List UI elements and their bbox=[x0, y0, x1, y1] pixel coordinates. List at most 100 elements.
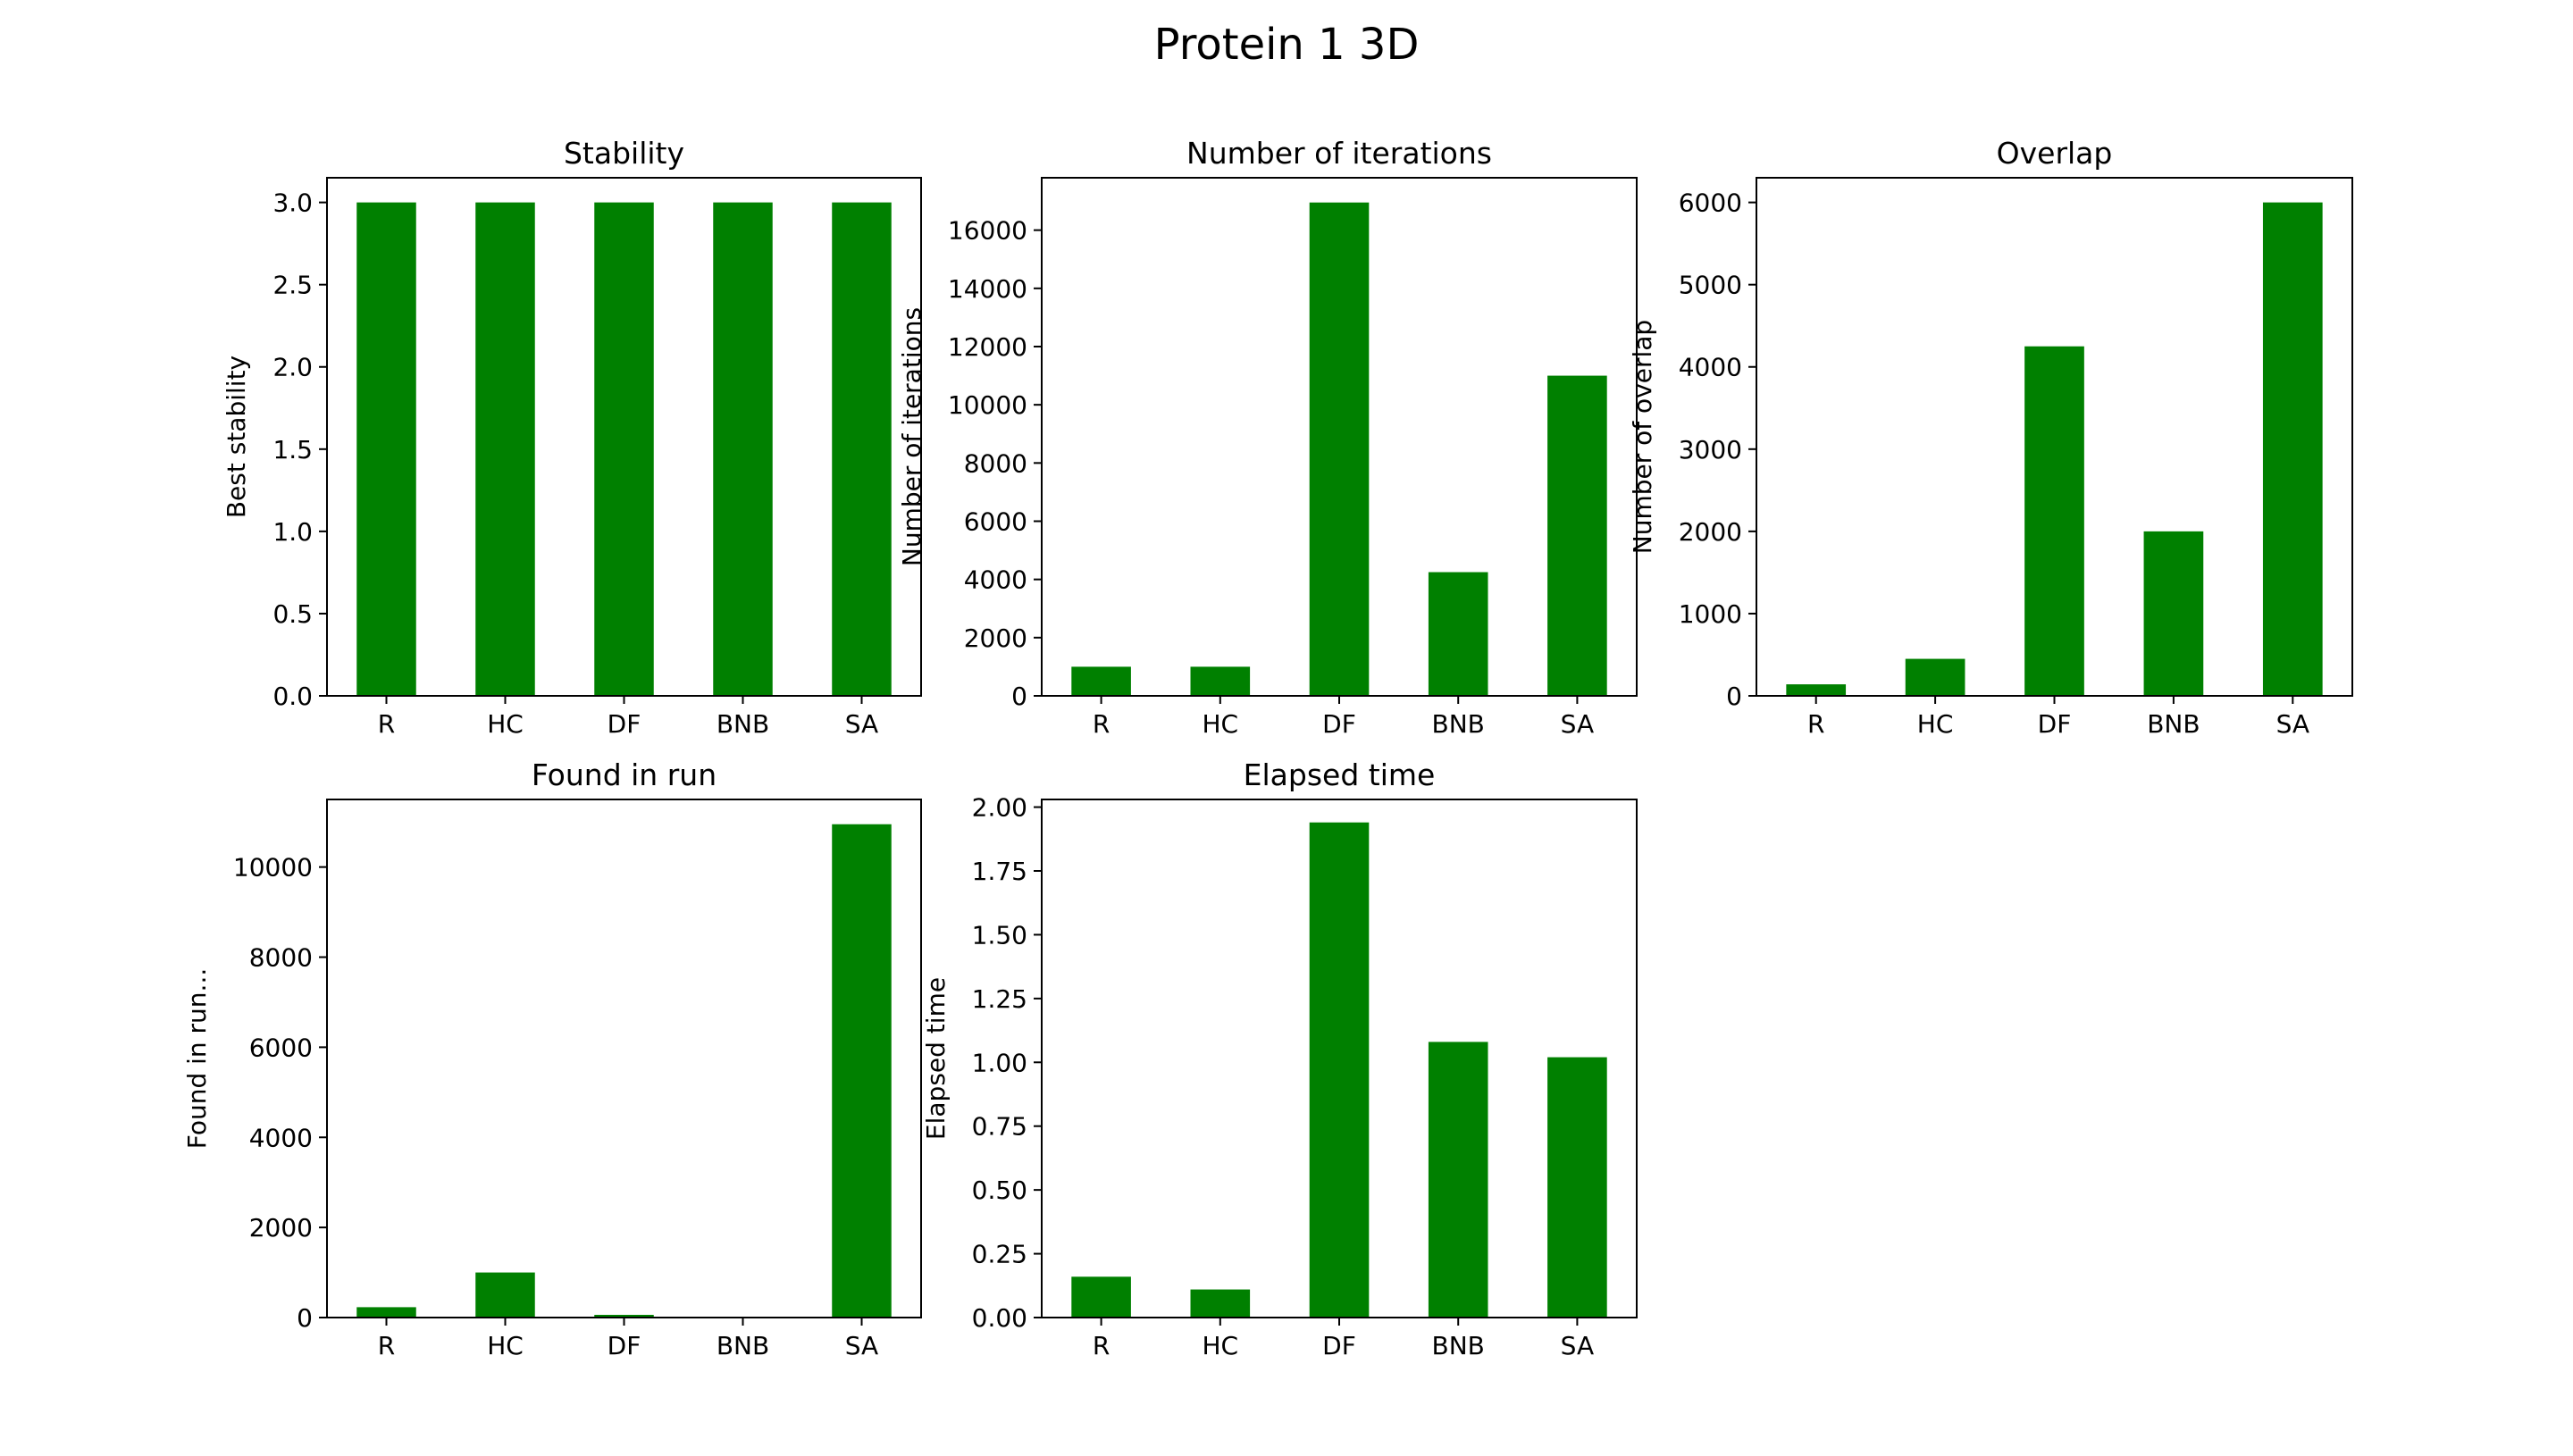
iterations-bar-hc bbox=[1190, 666, 1251, 696]
found-in-run-xtick-label: BNB bbox=[717, 1331, 769, 1360]
overlap-xtick-label: SA bbox=[2276, 709, 2309, 739]
iterations-ytick-label: 4000 bbox=[964, 565, 1027, 595]
elapsed-time-ytick-label: 0.50 bbox=[972, 1176, 1027, 1205]
found-in-run-ytick-label: 0 bbox=[297, 1303, 313, 1333]
elapsed-time-ytick-label: 1.00 bbox=[972, 1048, 1027, 1077]
elapsed-time-xtick-label: DF bbox=[1322, 1331, 1356, 1360]
stability-ytick-label: 1.5 bbox=[272, 435, 313, 464]
stability-title: Stability bbox=[564, 136, 684, 171]
iterations-ytick-label: 8000 bbox=[964, 448, 1027, 478]
stability-bar-r bbox=[356, 202, 416, 697]
overlap-ytick-label: 4000 bbox=[1679, 353, 1742, 382]
iterations-ytick-label: 14000 bbox=[948, 274, 1027, 304]
stability-ytick-label: 3.0 bbox=[272, 188, 313, 218]
overlap-ytick-label: 2000 bbox=[1679, 517, 1742, 547]
found-in-run-bar-hc bbox=[475, 1272, 535, 1318]
iterations-bar-sa bbox=[1547, 375, 1607, 696]
found-in-run-ytick-label: 8000 bbox=[249, 943, 313, 973]
overlap-title: Overlap bbox=[1997, 136, 2113, 171]
found-in-run-xtick-label: R bbox=[378, 1331, 395, 1360]
overlap-ytick-label: 5000 bbox=[1679, 271, 1742, 300]
found-in-run-ytick-label: 2000 bbox=[249, 1213, 313, 1243]
iterations-bar-bnb bbox=[1428, 572, 1488, 696]
overlap-xtick-label: R bbox=[1807, 709, 1824, 739]
iterations-ytick-label: 6000 bbox=[964, 506, 1027, 536]
stability-ytick-label: 0.0 bbox=[272, 682, 313, 711]
iterations-ytick-label: 10000 bbox=[948, 390, 1027, 420]
elapsed-time-bar-r bbox=[1071, 1276, 1131, 1318]
elapsed-time-ytick-label: 0.25 bbox=[972, 1240, 1027, 1269]
stability-ytick-label: 0.5 bbox=[272, 599, 313, 629]
overlap-xtick-label: HC bbox=[1917, 709, 1954, 739]
stability-bar-sa bbox=[832, 202, 892, 697]
stability-xtick-label: BNB bbox=[717, 709, 769, 739]
stability-xtick-label: R bbox=[378, 709, 395, 739]
subplot-number-of-iterations: R HC DF BNB SA 0 2000 4000 6000 8000 10000 12000 140… bbox=[897, 136, 1638, 739]
iterations-ytick-label: 16000 bbox=[948, 216, 1027, 246]
subplot-elapsed-time: R HC DF BNB SA 0.00 0.25 0.50 0.75 1.00 1.25 1.50 1.… bbox=[921, 757, 1638, 1360]
stability-ytick-label: 2.5 bbox=[272, 271, 313, 300]
overlap-bar-r bbox=[1786, 684, 1847, 696]
overlap-bar-hc bbox=[1905, 658, 1965, 696]
overlap-ytick-label: 3000 bbox=[1679, 435, 1742, 464]
stability-ylabel: Best stability bbox=[222, 356, 251, 518]
figure-title: Protein 1 3D bbox=[1153, 20, 1420, 70]
overlap-ylabel: Number of overlap bbox=[1628, 320, 1657, 554]
iterations-ytick-label: 12000 bbox=[948, 332, 1027, 362]
elapsed-time-xtick-label: R bbox=[1093, 1331, 1110, 1360]
elapsed-time-bar-sa bbox=[1547, 1057, 1607, 1318]
stability-xtick-label: DF bbox=[608, 709, 641, 739]
iterations-ytick-label: 2000 bbox=[964, 623, 1027, 653]
elapsed-time-ylabel: Elapsed time bbox=[921, 977, 951, 1140]
iterations-ylabel: Number of iterations bbox=[897, 307, 926, 566]
overlap-bar-df bbox=[2024, 346, 2084, 696]
stability-bar-bnb bbox=[713, 202, 773, 697]
iterations-bar-df bbox=[1309, 202, 1370, 696]
elapsed-time-bar-bnb bbox=[1428, 1042, 1488, 1318]
found-in-run-ytick-label: 10000 bbox=[233, 853, 313, 883]
found-in-run-title: Found in run bbox=[532, 757, 717, 792]
found-in-run-bar-sa bbox=[832, 824, 892, 1318]
elapsed-time-xtick-label: SA bbox=[1561, 1331, 1594, 1360]
iterations-xtick-label: SA bbox=[1561, 709, 1594, 739]
stability-bar-hc bbox=[475, 202, 535, 697]
elapsed-time-ytick-label: 1.50 bbox=[972, 920, 1027, 950]
stability-bar-df bbox=[594, 202, 654, 697]
iterations-xtick-label: BNB bbox=[1432, 709, 1485, 739]
overlap-xtick-label: DF bbox=[2038, 709, 2072, 739]
iterations-xtick-label: R bbox=[1093, 709, 1110, 739]
elapsed-time-bar-df bbox=[1309, 822, 1370, 1318]
elapsed-time-bar-hc bbox=[1190, 1289, 1251, 1318]
iterations-title: Number of iterations bbox=[1186, 136, 1492, 171]
elapsed-time-ytick-label: 1.25 bbox=[972, 984, 1027, 1014]
found-in-run-xtick-label: SA bbox=[845, 1331, 878, 1360]
overlap-ytick-label: 1000 bbox=[1679, 599, 1742, 629]
overlap-ytick-label: 0 bbox=[1726, 682, 1742, 711]
found-in-run-bar-df bbox=[594, 1314, 654, 1318]
elapsed-time-title: Elapsed time bbox=[1244, 757, 1436, 792]
found-in-run-bar-r bbox=[356, 1307, 416, 1318]
overlap-bar-sa bbox=[2262, 202, 2323, 697]
stability-ytick-label: 1.0 bbox=[272, 517, 313, 547]
elapsed-time-xtick-label: BNB bbox=[1432, 1331, 1485, 1360]
iterations-xtick-label: DF bbox=[1322, 709, 1356, 739]
stability-ytick-label: 2.0 bbox=[272, 353, 313, 382]
iterations-bar-r bbox=[1071, 666, 1131, 696]
found-in-run-xtick-label: DF bbox=[608, 1331, 641, 1360]
found-in-run-ylabel: Found in run... bbox=[182, 968, 212, 1150]
stability-xtick-label: HC bbox=[487, 709, 524, 739]
elapsed-time-xtick-label: HC bbox=[1202, 1331, 1238, 1360]
overlap-bar-bnb bbox=[2143, 531, 2204, 696]
iterations-xtick-label: HC bbox=[1202, 709, 1238, 739]
stability-xtick-label: SA bbox=[845, 709, 878, 739]
elapsed-time-ytick-label: 0.00 bbox=[972, 1303, 1027, 1333]
iterations-ytick-label: 0 bbox=[1011, 682, 1027, 711]
found-in-run-ytick-label: 6000 bbox=[249, 1033, 313, 1062]
overlap-xtick-label: BNB bbox=[2147, 709, 2200, 739]
subplot-found-in-run: R HC DF BNB SA 0 2000 4000 6000 8000 10000 Found in… bbox=[182, 757, 922, 1360]
elapsed-time-ytick-label: 0.75 bbox=[972, 1112, 1027, 1142]
elapsed-time-ytick-label: 2.00 bbox=[972, 793, 1027, 823]
found-in-run-ytick-label: 4000 bbox=[249, 1123, 313, 1152]
overlap-ytick-label: 6000 bbox=[1679, 188, 1742, 218]
